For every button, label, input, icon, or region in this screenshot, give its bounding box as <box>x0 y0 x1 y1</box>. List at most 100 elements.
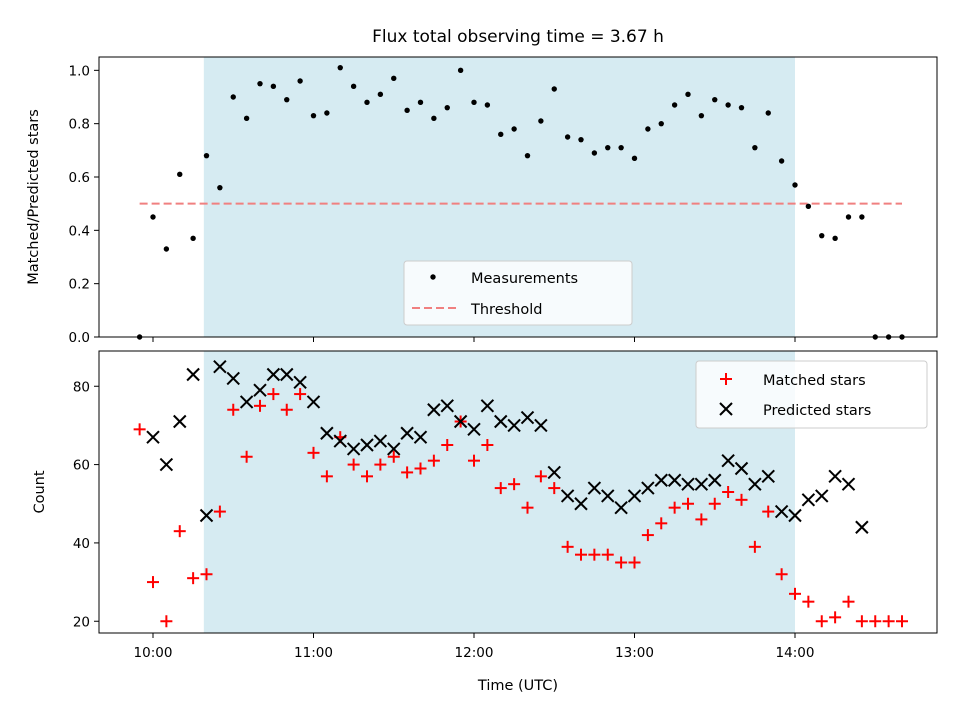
measurement-point <box>765 110 771 116</box>
measurement-point <box>217 184 223 191</box>
legend-matched-label: Matched stars <box>763 373 866 389</box>
matched-star-point <box>735 493 748 506</box>
matched-star-point <box>267 388 280 401</box>
legend-measurements-marker <box>430 274 436 280</box>
matched-star-point <box>762 505 775 518</box>
matched-star-point <box>468 454 480 467</box>
matched-star-point <box>494 482 507 495</box>
matched-star-point <box>414 462 427 475</box>
measurement-point <box>538 118 544 124</box>
predicted-star-point <box>708 473 722 487</box>
matched-star-point <box>548 482 561 495</box>
predicted-star-point <box>641 481 655 495</box>
predicted-star-point <box>280 367 294 382</box>
top-y-tick-label: 0.6 <box>69 170 90 186</box>
measurement-point <box>524 152 531 159</box>
bottom-y-tick-label: 60 <box>73 458 90 474</box>
predicted-star-point <box>815 489 829 503</box>
matched-star-point <box>387 450 400 463</box>
predicted-star-point <box>360 438 374 452</box>
bottom-y-ticks: 20 40 60 80 <box>73 379 99 630</box>
predicted-star-point <box>734 461 749 476</box>
matched-star-point <box>401 466 414 479</box>
measurement-point <box>284 96 290 103</box>
measurement-point <box>177 171 183 178</box>
matched-star-point <box>748 540 761 553</box>
bottom-y-tick-label: 40 <box>73 536 90 552</box>
predicted-star-point <box>748 477 762 491</box>
measurement-point <box>778 158 785 164</box>
predicted-star-point <box>266 367 281 382</box>
measurement-point <box>564 134 571 140</box>
legend-measurements-label: Measurements <box>471 271 578 287</box>
measurement-point <box>230 94 236 100</box>
legend-predicted-marker <box>719 402 733 416</box>
measurement-point <box>591 150 598 156</box>
measurement-point <box>859 214 865 220</box>
matched-star-point <box>320 470 333 483</box>
predicted-star-point <box>427 403 441 417</box>
predicted-star-point <box>534 418 548 433</box>
matched-star-point <box>200 568 213 581</box>
measurement-point <box>511 126 517 132</box>
predicted-star-point <box>213 359 227 374</box>
predicted-star-point <box>320 426 334 440</box>
measurement-point <box>310 112 317 119</box>
matched-star-point <box>508 478 521 491</box>
matched-star-point <box>374 458 387 471</box>
measurement-point <box>725 102 731 108</box>
top-y-tick-label: 0.4 <box>69 223 90 239</box>
measurement-point <box>404 107 410 114</box>
matched-star-point <box>842 595 855 608</box>
matched-star-point <box>481 439 494 451</box>
predicted-star-point <box>721 453 735 468</box>
predicted-star-point <box>774 504 789 519</box>
measurement-point <box>845 214 852 220</box>
measurement-point <box>257 80 263 87</box>
matched-star-point <box>347 458 360 471</box>
top-plot-frame <box>98 56 938 338</box>
bottom-x-tick-label: 13:00 <box>615 645 654 661</box>
predicted-star-point <box>373 434 388 448</box>
measurement-point <box>471 99 477 106</box>
measurement-point <box>578 136 584 143</box>
matched-star-point <box>802 595 815 608</box>
measurement-point <box>805 203 812 210</box>
measurement-point <box>457 67 464 74</box>
matched-star-point <box>615 556 628 569</box>
matched-star-point <box>534 470 547 483</box>
measurement-point <box>498 131 504 138</box>
predicted-star-point <box>306 395 321 409</box>
predicted-star-point <box>614 500 628 515</box>
measurement-point <box>150 214 156 220</box>
predicted-star-point <box>681 477 695 491</box>
measurement-point <box>324 110 330 116</box>
measurement-point <box>350 83 357 90</box>
predicted-star-point <box>520 410 535 425</box>
matched-star-point <box>628 556 641 569</box>
predicted-star-point <box>801 493 816 507</box>
matched-star-point <box>561 540 574 553</box>
matched-star-point <box>896 615 908 628</box>
measurement-point <box>337 64 343 71</box>
measurement-point <box>792 182 798 188</box>
top-y-tick-label: 0.2 <box>69 277 90 293</box>
predicted-star-point <box>667 473 682 487</box>
legend-matched-marker <box>720 373 732 385</box>
predicted-star-point <box>560 489 575 503</box>
predicted-star-point <box>587 481 602 495</box>
top-y-tick-label: 0.8 <box>69 117 90 133</box>
measurement-point <box>417 99 424 106</box>
measurement-point <box>819 232 825 239</box>
measurement-point <box>658 120 664 127</box>
top-legend-box <box>403 260 633 326</box>
measurement-point <box>190 235 196 242</box>
predicted-star-point <box>574 497 588 511</box>
predicted-star-point <box>788 508 802 523</box>
measurement-point <box>297 78 303 84</box>
predicted-star-point <box>694 477 709 491</box>
matched-star-point <box>855 615 868 628</box>
bottom-panel: Count Time (UTC) 20 40 60 80 10:00 11:00 12:0… <box>32 350 938 694</box>
measurement-point <box>712 96 718 103</box>
